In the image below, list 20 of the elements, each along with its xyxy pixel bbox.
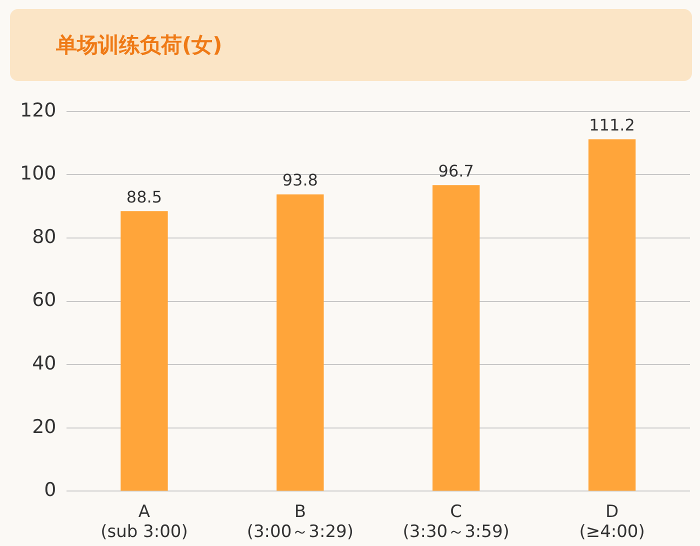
x-tick-label: C (3:30～3:59)	[402, 502, 510, 542]
y-tick-label: 20	[32, 416, 56, 438]
bar	[588, 139, 636, 491]
data-label: 111.2	[589, 115, 635, 134]
y-tick-label: 40	[32, 352, 56, 375]
x-tick-label: D (≥4:00)	[579, 502, 645, 542]
x-tick-label: B (3:00～3:29)	[246, 502, 354, 542]
y-tick-label: 100	[20, 162, 56, 185]
x-tick-label: A (sub 3:00)	[100, 502, 188, 542]
y-tick-label: 80	[32, 226, 56, 248]
chart-title: 单场训练负荷(女)	[10, 9, 692, 81]
y-tick-label: 0	[44, 479, 56, 502]
bar	[432, 185, 480, 491]
y-tick-label: 60	[32, 289, 56, 312]
data-label: 88.5	[126, 187, 162, 206]
data-label: 93.8	[282, 170, 318, 190]
bar	[276, 194, 324, 491]
bar	[120, 211, 168, 491]
y-tick-label: 120	[20, 99, 56, 122]
data-label: 96.7	[438, 161, 474, 180]
